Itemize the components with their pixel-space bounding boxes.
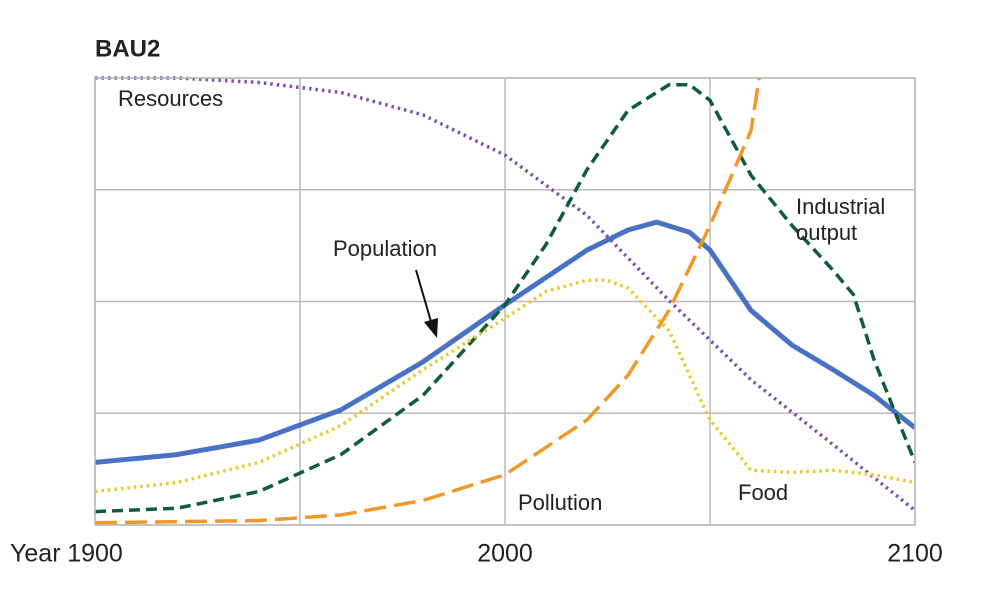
series-label: Resources bbox=[118, 86, 224, 111]
series-line bbox=[95, 76, 915, 512]
series-label: Food bbox=[738, 480, 789, 505]
series-label: Pollution bbox=[518, 490, 603, 515]
series-label-box: Industrial output bbox=[796, 194, 886, 245]
series-line bbox=[95, 219, 915, 465]
x-tick-label: 1900 bbox=[67, 540, 123, 568]
plot-frame bbox=[94, 77, 916, 526]
series-label: Industrial output bbox=[796, 194, 886, 245]
x-axis-label: Year bbox=[10, 540, 61, 568]
x-tick-label: 2100 bbox=[887, 540, 943, 568]
series-label-box: Pollution bbox=[518, 490, 603, 515]
x-tick-label: 2000 bbox=[477, 540, 533, 568]
annotation-arrow bbox=[415, 269, 433, 326]
series-label-box: Population bbox=[333, 236, 437, 261]
annotation-arrowhead bbox=[424, 318, 438, 338]
series-line bbox=[95, 77, 761, 525]
series-label: Population bbox=[333, 236, 437, 261]
series-label-box: Resources bbox=[118, 86, 224, 111]
chart-title: BAU2 bbox=[95, 35, 160, 62]
series-line bbox=[95, 82, 915, 514]
series-label-box: Food bbox=[738, 480, 789, 505]
